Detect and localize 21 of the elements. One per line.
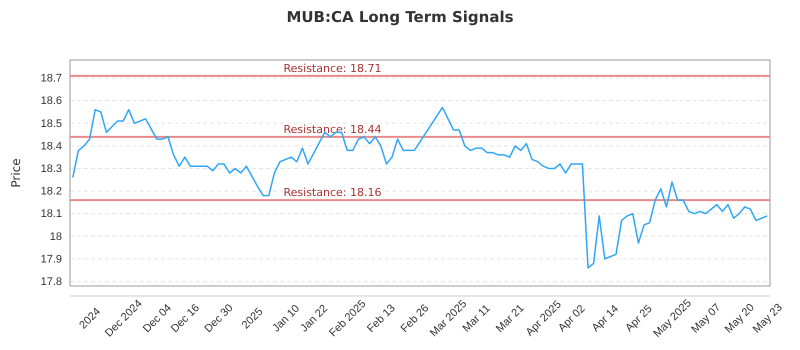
x-tick-label: Dec 30 — [202, 302, 236, 336]
x-tick-label: Apr 14 — [590, 302, 622, 334]
ref-line-label: Resistance: 18.71 — [284, 62, 382, 75]
y-tick-label: 18.4 — [40, 140, 62, 152]
y-tick-label: 17.8 — [40, 276, 62, 288]
y-tick-label: 18.5 — [40, 118, 62, 130]
chart-title: MUB:CA Long Term Signals — [286, 8, 514, 26]
y-tick-label: 18.1 — [40, 208, 62, 220]
y-tick-label: 18.2 — [40, 186, 62, 198]
x-tick-label: Mar 21 — [494, 302, 527, 335]
y-tick-label: 18.6 — [40, 95, 62, 108]
x-tick-label: Feb 13 — [365, 302, 398, 335]
y-tick-label: 17.9 — [40, 253, 62, 266]
y-tick-label: 18.7 — [40, 72, 62, 85]
ref-line-label: Resistance: 18.44 — [284, 122, 382, 136]
y-tick-label: 18 — [50, 230, 62, 243]
y-tick-label: 18.3 — [40, 163, 62, 175]
line-series — [72, 106, 768, 269]
y-axis-title: Price — [9, 158, 23, 188]
ref-line-label: Resistance: 18.16 — [284, 186, 382, 200]
x-tick-label: May 07 — [689, 302, 724, 336]
